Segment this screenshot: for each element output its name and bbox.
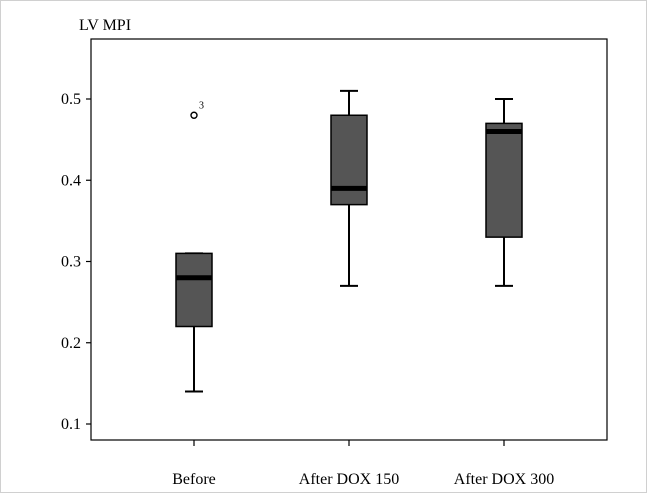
y-tick-label: 0.1 — [61, 416, 81, 433]
box-2 — [330, 114, 368, 206]
y-tick-label: 0.4 — [61, 172, 81, 189]
outlier-point — [190, 111, 198, 119]
outlier-label: 3 — [199, 100, 204, 111]
box-3 — [485, 122, 523, 238]
y-tick-label: 0.2 — [61, 335, 81, 352]
box-1 — [175, 252, 213, 328]
x-tick-label: After DOX 150 — [299, 471, 399, 488]
y-axis-label: LV MPI — [79, 17, 131, 34]
y-tick-label: 0.5 — [61, 91, 81, 108]
x-tick-label: After DOX 300 — [454, 471, 554, 488]
x-tick-label: Before — [172, 471, 216, 488]
y-tick-label: 0.3 — [61, 254, 81, 271]
